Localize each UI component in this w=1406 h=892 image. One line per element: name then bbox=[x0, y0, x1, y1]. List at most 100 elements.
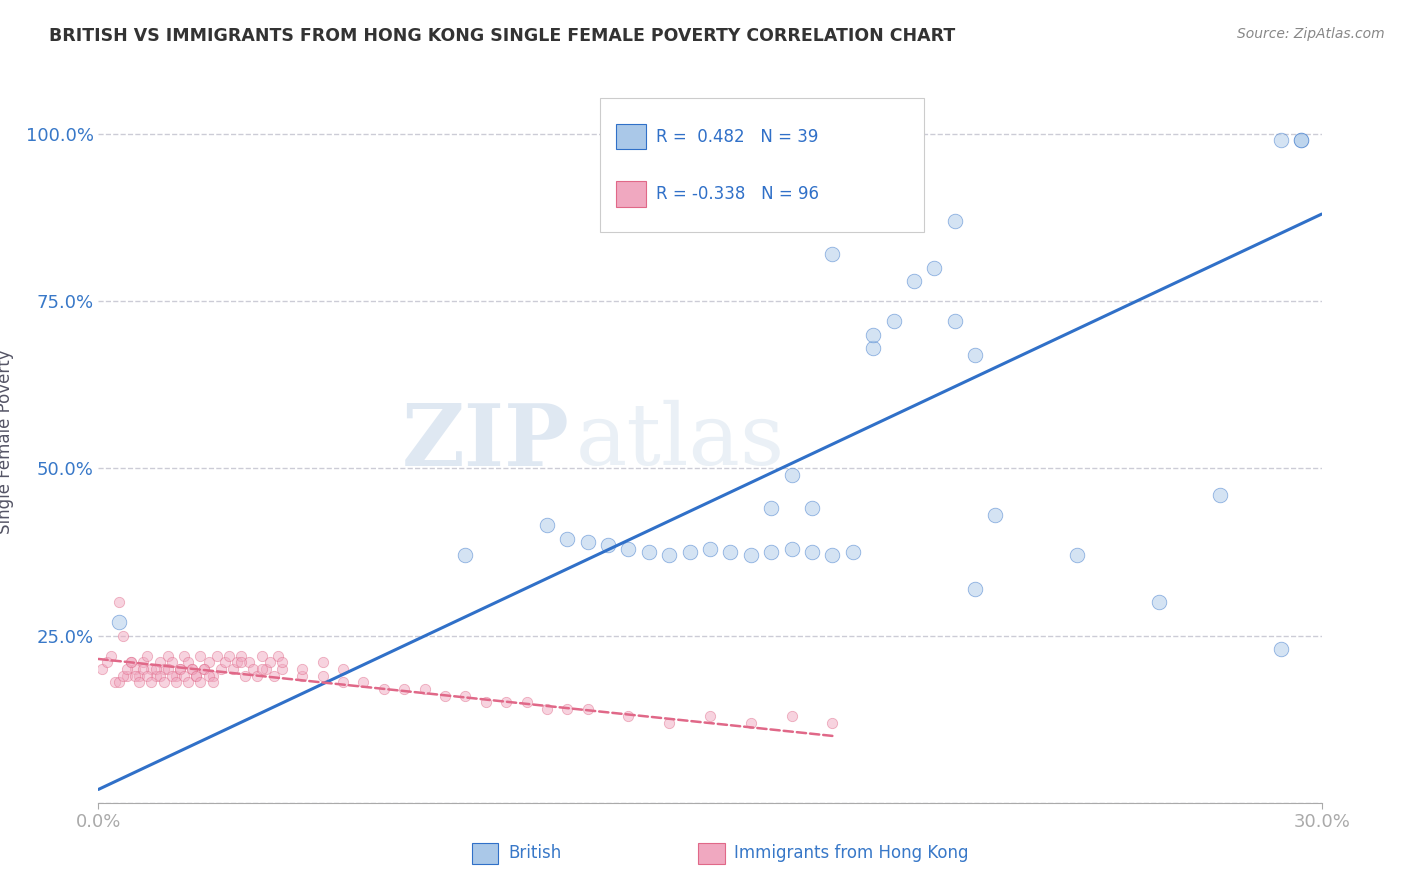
Point bbox=[1291, 134, 1313, 148]
Point bbox=[152, 662, 174, 676]
Point bbox=[115, 662, 138, 676]
Point bbox=[246, 669, 269, 683]
Point bbox=[181, 662, 204, 676]
Point bbox=[197, 669, 219, 683]
Text: Immigrants from Hong Kong: Immigrants from Hong Kong bbox=[734, 845, 969, 863]
Point bbox=[965, 348, 987, 362]
Point bbox=[173, 648, 195, 663]
Point bbox=[780, 708, 803, 723]
Point bbox=[169, 662, 191, 676]
Text: R = -0.338   N = 96: R = -0.338 N = 96 bbox=[657, 186, 820, 203]
Point bbox=[108, 615, 131, 630]
Point bbox=[186, 669, 208, 683]
FancyBboxPatch shape bbox=[697, 843, 724, 864]
Point bbox=[193, 662, 215, 676]
Point bbox=[188, 675, 212, 690]
Point bbox=[291, 669, 314, 683]
Point bbox=[156, 648, 179, 663]
Point bbox=[91, 662, 114, 676]
Point bbox=[128, 675, 150, 690]
Point bbox=[576, 702, 599, 716]
Point bbox=[145, 662, 167, 676]
Point bbox=[226, 655, 249, 669]
Point bbox=[132, 655, 155, 669]
Point bbox=[801, 545, 824, 559]
Point bbox=[637, 545, 661, 559]
Point bbox=[242, 662, 264, 676]
Point bbox=[761, 501, 783, 516]
Point bbox=[1209, 488, 1232, 502]
Point bbox=[149, 655, 172, 669]
Point bbox=[259, 655, 281, 669]
Point bbox=[231, 648, 253, 663]
Text: BRITISH VS IMMIGRANTS FROM HONG KONG SINGLE FEMALE POVERTY CORRELATION CHART: BRITISH VS IMMIGRANTS FROM HONG KONG SIN… bbox=[49, 27, 956, 45]
Point bbox=[238, 655, 260, 669]
Point bbox=[111, 628, 134, 642]
Point bbox=[352, 675, 374, 690]
Point bbox=[536, 518, 558, 533]
Point bbox=[658, 548, 681, 563]
Point bbox=[160, 669, 183, 683]
Point bbox=[841, 545, 863, 559]
Point bbox=[555, 532, 579, 546]
Point bbox=[1291, 134, 1313, 148]
Point bbox=[254, 662, 277, 676]
Point bbox=[454, 689, 477, 703]
Point bbox=[160, 655, 183, 669]
Point bbox=[617, 708, 640, 723]
Point bbox=[903, 274, 925, 288]
FancyBboxPatch shape bbox=[616, 124, 647, 149]
Point bbox=[165, 675, 187, 690]
Point bbox=[120, 655, 142, 669]
Point bbox=[128, 669, 150, 683]
Point bbox=[214, 655, 236, 669]
Point bbox=[197, 655, 219, 669]
Point bbox=[740, 548, 762, 563]
Point bbox=[883, 314, 905, 328]
Point bbox=[516, 696, 538, 710]
Point bbox=[104, 675, 127, 690]
FancyBboxPatch shape bbox=[471, 843, 498, 864]
Point bbox=[984, 508, 1007, 523]
Point bbox=[111, 669, 134, 683]
Point bbox=[699, 708, 721, 723]
Point bbox=[250, 648, 273, 663]
Point bbox=[149, 669, 172, 683]
Text: R =  0.482   N = 39: R = 0.482 N = 39 bbox=[657, 128, 818, 145]
Point bbox=[332, 662, 354, 676]
Point bbox=[267, 648, 290, 663]
Point bbox=[115, 669, 138, 683]
Point bbox=[96, 655, 118, 669]
Point bbox=[193, 662, 215, 676]
Point bbox=[156, 662, 179, 676]
Point bbox=[201, 669, 224, 683]
FancyBboxPatch shape bbox=[600, 98, 924, 232]
Point bbox=[373, 681, 395, 696]
Point bbox=[576, 534, 599, 549]
Point bbox=[201, 675, 224, 690]
Point bbox=[312, 655, 335, 669]
Point bbox=[124, 669, 146, 683]
Point bbox=[152, 675, 174, 690]
Point bbox=[205, 648, 228, 663]
Point bbox=[270, 655, 294, 669]
Point bbox=[495, 696, 517, 710]
Point bbox=[181, 662, 204, 676]
Point bbox=[598, 538, 620, 552]
Point bbox=[120, 655, 142, 669]
Point bbox=[780, 541, 803, 556]
Point bbox=[536, 702, 558, 716]
Point bbox=[821, 715, 844, 730]
Point bbox=[141, 662, 163, 676]
Point bbox=[132, 662, 155, 676]
Point bbox=[413, 681, 436, 696]
Point bbox=[862, 327, 884, 342]
Point bbox=[209, 662, 232, 676]
Point bbox=[617, 541, 640, 556]
Point bbox=[821, 548, 844, 563]
Point bbox=[1270, 642, 1292, 657]
Point bbox=[136, 648, 159, 663]
Point bbox=[922, 260, 945, 275]
Point bbox=[943, 314, 966, 328]
Point bbox=[1270, 134, 1292, 148]
